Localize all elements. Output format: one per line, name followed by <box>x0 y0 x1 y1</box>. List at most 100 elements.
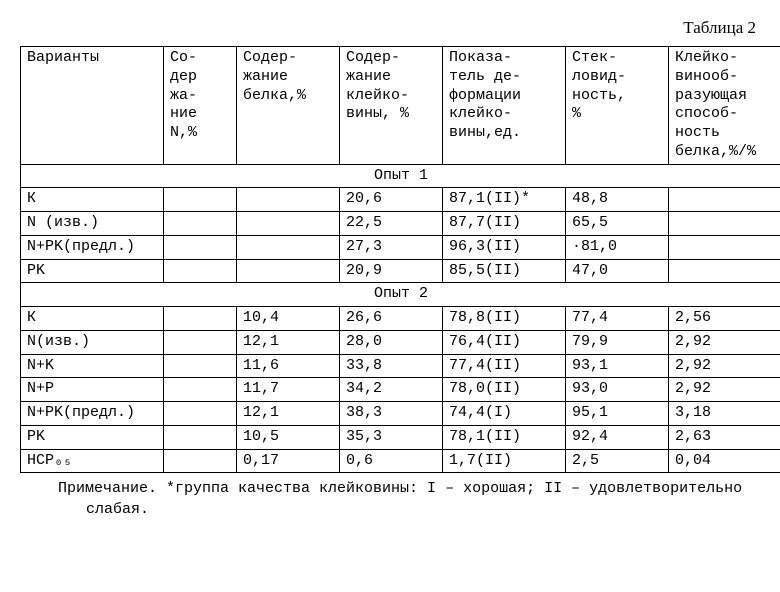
cell-vitreous: 95,1 <box>566 402 669 426</box>
cell-gluten: 22,5 <box>340 212 443 236</box>
cell-variant: N(изв.) <box>21 330 164 354</box>
cell-gluten: 26,6 <box>340 307 443 331</box>
table-row: К 20,6 87,1(II)* 48,8 <box>21 188 780 212</box>
cell-protein <box>237 188 340 212</box>
table-caption: Таблица 2 <box>20 18 756 38</box>
cell-n <box>164 330 237 354</box>
cell-protein: 10,4 <box>237 307 340 331</box>
col-vitreous: Стек-ловид-ность,% <box>566 47 669 165</box>
cell-variant: PK <box>21 259 164 283</box>
cell-deformation: 87,1(II)* <box>443 188 566 212</box>
cell-n <box>164 425 237 449</box>
col-ability: Клейко-винооб-разующаяспособ-ностьбелка,… <box>669 47 780 165</box>
data-table: Варианты Со-держа-ниеN,% Содер-жаниебелк… <box>20 46 780 473</box>
table-row: N+PK(предл.) 27,3 96,3(II) ·81,0 <box>21 235 780 259</box>
cell-deformation: 1,7(II) <box>443 449 566 473</box>
cell-ability <box>669 259 780 283</box>
cell-deformation: 85,5(II) <box>443 259 566 283</box>
cell-vitreous: 48,8 <box>566 188 669 212</box>
cell-vitreous: 77,4 <box>566 307 669 331</box>
cell-variant: N+P <box>21 378 164 402</box>
cell-protein: 11,7 <box>237 378 340 402</box>
cell-vitreous: 2,5 <box>566 449 669 473</box>
cell-protein: 10,5 <box>237 425 340 449</box>
cell-protein: 12,1 <box>237 402 340 426</box>
cell-protein <box>237 212 340 236</box>
cell-gluten: 20,6 <box>340 188 443 212</box>
cell-gluten: 0,6 <box>340 449 443 473</box>
cell-n <box>164 188 237 212</box>
cell-n <box>164 449 237 473</box>
section-1-header: Опыт 1 <box>21 164 780 188</box>
cell-n <box>164 307 237 331</box>
cell-gluten: 33,8 <box>340 354 443 378</box>
cell-n <box>164 235 237 259</box>
cell-variant: N+PK(предл.) <box>21 402 164 426</box>
cell-ability: 2,56 <box>669 307 780 331</box>
cell-variant: НСР₀₅ <box>21 449 164 473</box>
cell-n <box>164 259 237 283</box>
cell-deformation: 77,4(II) <box>443 354 566 378</box>
cell-deformation: 78,1(II) <box>443 425 566 449</box>
table-row: N+K 11,6 33,8 77,4(II) 93,1 2,92 <box>21 354 780 378</box>
cell-deformation: 96,3(II) <box>443 235 566 259</box>
cell-vitreous: 93,1 <box>566 354 669 378</box>
section-2-label: Опыт 2 <box>21 283 780 307</box>
cell-ability: 2,92 <box>669 354 780 378</box>
cell-ability: 2,92 <box>669 330 780 354</box>
col-protein: Содер-жаниебелка,% <box>237 47 340 165</box>
cell-variant: N (изв.) <box>21 212 164 236</box>
cell-vitreous: 79,9 <box>566 330 669 354</box>
cell-variant: N+PK(предл.) <box>21 235 164 259</box>
cell-variant: PK <box>21 425 164 449</box>
cell-vitreous: 47,0 <box>566 259 669 283</box>
cell-gluten: 35,3 <box>340 425 443 449</box>
cell-gluten: 38,3 <box>340 402 443 426</box>
cell-protein: 12,1 <box>237 330 340 354</box>
cell-variant: К <box>21 307 164 331</box>
cell-variant: N+K <box>21 354 164 378</box>
table-row: НСР₀₅ 0,17 0,6 1,7(II) 2,5 0,04 <box>21 449 780 473</box>
header-row: Варианты Со-держа-ниеN,% Содер-жаниебелк… <box>21 47 780 165</box>
col-n-content: Со-держа-ниеN,% <box>164 47 237 165</box>
col-deformation: Показа-тель де-формацииклейко-вины,ед. <box>443 47 566 165</box>
footnote: Примечание. *группа качества клейковины:… <box>58 479 752 520</box>
table-row: N(изв.) 12,1 28,0 76,4(II) 79,9 2,92 <box>21 330 780 354</box>
cell-ability: 3,18 <box>669 402 780 426</box>
cell-gluten: 28,0 <box>340 330 443 354</box>
table-row: N+P 11,7 34,2 78,0(II) 93,0 2,92 <box>21 378 780 402</box>
cell-n <box>164 212 237 236</box>
section-1-label: Опыт 1 <box>21 164 780 188</box>
cell-gluten: 27,3 <box>340 235 443 259</box>
table-row: PK 20,9 85,5(II) 47,0 <box>21 259 780 283</box>
table-row: N+PK(предл.) 12,1 38,3 74,4(I) 95,1 3,18 <box>21 402 780 426</box>
cell-ability <box>669 212 780 236</box>
cell-gluten: 20,9 <box>340 259 443 283</box>
cell-n <box>164 402 237 426</box>
cell-vitreous: ·81,0 <box>566 235 669 259</box>
cell-ability <box>669 235 780 259</box>
cell-ability <box>669 188 780 212</box>
cell-variant: К <box>21 188 164 212</box>
cell-vitreous: 93,0 <box>566 378 669 402</box>
cell-gluten: 34,2 <box>340 378 443 402</box>
cell-deformation: 74,4(I) <box>443 402 566 426</box>
cell-protein: 11,6 <box>237 354 340 378</box>
cell-protein <box>237 235 340 259</box>
cell-deformation: 76,4(II) <box>443 330 566 354</box>
section-2-header: Опыт 2 <box>21 283 780 307</box>
table-row: PK 10,5 35,3 78,1(II) 92,4 2,63 <box>21 425 780 449</box>
cell-deformation: 87,7(II) <box>443 212 566 236</box>
cell-deformation: 78,0(II) <box>443 378 566 402</box>
table-row: N (изв.) 22,5 87,7(II) 65,5 <box>21 212 780 236</box>
table-row: К 10,4 26,6 78,8(II) 77,4 2,56 <box>21 307 780 331</box>
cell-n <box>164 354 237 378</box>
cell-protein: 0,17 <box>237 449 340 473</box>
cell-ability: 0,04 <box>669 449 780 473</box>
cell-vitreous: 92,4 <box>566 425 669 449</box>
cell-deformation: 78,8(II) <box>443 307 566 331</box>
cell-ability: 2,63 <box>669 425 780 449</box>
cell-n <box>164 378 237 402</box>
col-variants: Варианты <box>21 47 164 165</box>
col-gluten: Содер-жаниеклейко-вины, % <box>340 47 443 165</box>
